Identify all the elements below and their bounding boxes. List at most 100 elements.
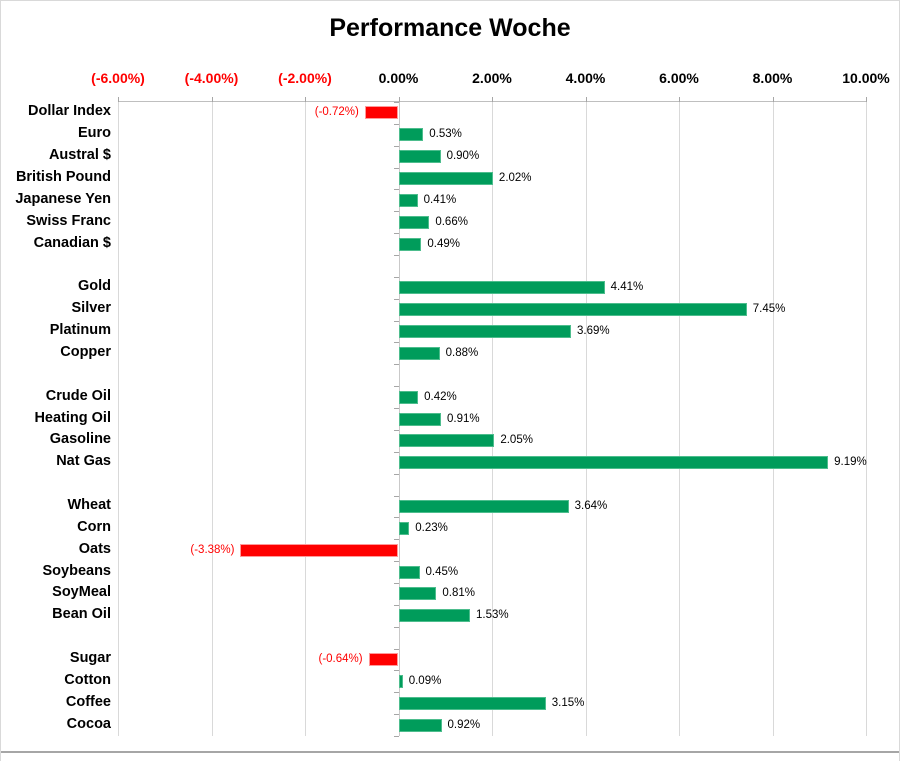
bar-value-label: 0.42% [424, 390, 457, 403]
category-axis-tick [393, 168, 399, 169]
bar-value-label: 0.53% [429, 128, 462, 141]
category-axis-tick [393, 430, 399, 431]
bar-nat-gas [398, 456, 829, 470]
bar-dollar-index [364, 106, 399, 120]
bar-wheat [398, 499, 569, 513]
category-label: Cocoa [66, 715, 111, 732]
category-label: Silver [71, 300, 112, 317]
gridline [585, 102, 587, 736]
x-axis-tick [585, 97, 587, 102]
bar-euro [398, 128, 424, 142]
bar-value-label: 9.19% [834, 456, 867, 469]
bar-value-label: 4.41% [610, 281, 644, 294]
category-axis-tick [393, 627, 399, 628]
x-axis-tick-label: (-2.00%) [278, 70, 332, 86]
category-axis-tick [393, 714, 399, 715]
gridline [772, 102, 774, 736]
bar-value-label: 0.49% [427, 237, 461, 250]
category-label: Japanese Yen [15, 190, 111, 207]
bar-oats [240, 543, 399, 557]
category-label: Coffee [65, 693, 111, 710]
category-axis-tick [393, 539, 399, 540]
bar-austral- [398, 150, 441, 164]
category-label: Sugar [69, 649, 111, 666]
category-label: Wheat [67, 496, 112, 513]
category-axis-tick [393, 124, 399, 125]
category-label: Nat Gas [56, 453, 111, 470]
category-axis-tick [393, 146, 399, 147]
category-axis-tick [393, 517, 399, 518]
x-axis-tick-label: 8.00% [752, 70, 793, 86]
category-label: Dollar Index [28, 103, 111, 120]
category-axis-tick [393, 452, 399, 453]
gridline [211, 102, 213, 736]
category-axis-tick [393, 692, 399, 693]
gridline [305, 102, 306, 736]
gridline [118, 102, 119, 736]
bar-british-pound [398, 172, 493, 186]
x-axis-tick [118, 97, 119, 102]
bar-value-label: 0.81% [442, 587, 475, 600]
x-axis-tick [492, 97, 493, 102]
category-axis-tick [393, 189, 399, 190]
plot-area: (-0.72%) 0.53% 0.90% 2.02% 0.41% 0.66% 0.49% 4.… [118, 97, 867, 737]
chart-bottom-border [1, 751, 899, 753]
category-label: Bean Oil [52, 606, 111, 623]
bar-heating-oil [398, 412, 442, 426]
bar-value-label: 0.23% [415, 521, 448, 534]
bar-value-label: 0.41% [423, 193, 457, 206]
bar-soybeans [398, 565, 420, 579]
bar-value-label: 3.64% [574, 499, 608, 512]
chart-title: Performance Woche [329, 14, 571, 42]
bar-corn [398, 521, 410, 535]
x-axis-tick-label: 10.00% [842, 70, 890, 86]
bar-value-label: 3.69% [577, 325, 610, 338]
bar-value-label: 0.91% [447, 412, 480, 425]
category-label: Soybeans [42, 562, 112, 579]
bar-platinum [398, 325, 571, 339]
bar-value-label: 0.66% [435, 215, 468, 228]
bar-silver [398, 303, 747, 317]
bar-coffee [398, 696, 546, 710]
bar-cocoa [398, 718, 442, 732]
bar-value-label: 2.05% [500, 434, 533, 447]
category-label: Swiss Franc [26, 212, 111, 229]
category-label: Gold [77, 278, 111, 295]
category-axis-tick [393, 233, 399, 234]
bar-value-label: 0.45% [425, 565, 459, 578]
category-label: Platinum [49, 322, 111, 339]
category-axis-tick [393, 605, 399, 606]
category-label: SoyMeal [52, 584, 111, 601]
category-label: Cotton [64, 671, 111, 688]
gridline [866, 102, 867, 736]
x-axis-tick-label: (-4.00%) [184, 70, 239, 86]
bar-value-label: 0.92% [447, 718, 481, 731]
bar-value-label: 0.88% [445, 346, 479, 359]
bar-value-label: 3.15% [551, 696, 585, 709]
x-axis-tick-label: (-6.00%) [91, 70, 145, 86]
category-axis-tick [393, 102, 399, 103]
category-axis-tick [393, 649, 399, 650]
category-axis-tick [393, 364, 399, 365]
category-axis-tick [393, 408, 399, 409]
x-axis-tick-label: 4.00% [565, 70, 606, 86]
category-axis-tick [393, 736, 399, 737]
category-axis-tick [393, 321, 399, 322]
bar-sugar [368, 652, 399, 666]
category-axis-tick [393, 474, 399, 475]
bar-value-label: 1.53% [476, 609, 509, 622]
bar-cotton [398, 674, 403, 688]
x-axis-tick [866, 97, 867, 102]
bar-value-label: (-0.72%) [314, 106, 359, 119]
bar-soymeal [398, 587, 437, 601]
category-axis-tick [393, 496, 399, 497]
category-axis-tick [393, 583, 399, 584]
x-axis-tick-label: 2.00% [472, 70, 512, 86]
bar-gold [398, 281, 605, 295]
x-axis-tick-label: 0.00% [378, 70, 419, 86]
category-label: Oats [78, 540, 111, 557]
category-axis-tick [393, 299, 399, 300]
category-axis-tick [393, 277, 399, 278]
category-label: Copper [60, 343, 111, 360]
